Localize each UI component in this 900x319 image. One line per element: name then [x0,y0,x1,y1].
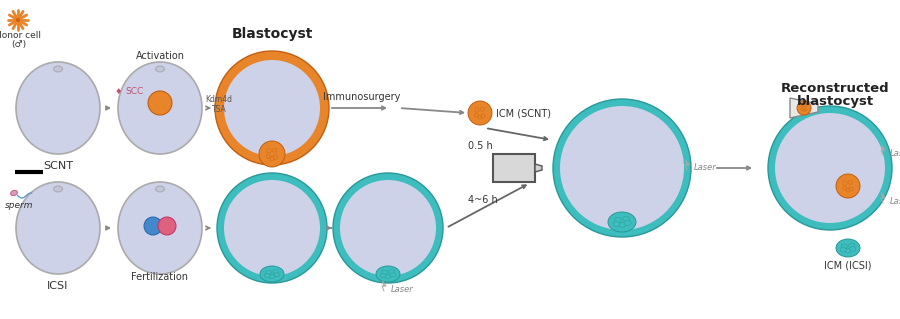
Circle shape [158,217,176,235]
Circle shape [148,91,172,115]
Circle shape [273,148,276,152]
Circle shape [266,148,271,153]
Ellipse shape [836,239,860,257]
Circle shape [797,101,811,115]
Text: blastocyst: blastocyst [796,95,874,108]
Circle shape [478,115,482,119]
Ellipse shape [380,274,386,278]
Circle shape [846,189,850,192]
Ellipse shape [118,62,202,154]
Text: Laser: Laser [890,197,900,205]
Circle shape [803,109,806,112]
Text: Reconstructed: Reconstructed [780,83,889,95]
Ellipse shape [265,274,270,278]
Circle shape [553,99,691,237]
Ellipse shape [269,274,275,278]
Circle shape [842,181,847,185]
Circle shape [801,105,804,108]
Circle shape [481,108,484,111]
Text: ICSI: ICSI [48,281,68,291]
Text: ICM (ICSI): ICM (ICSI) [824,261,872,271]
Ellipse shape [841,248,846,252]
Circle shape [340,180,436,276]
Ellipse shape [845,249,851,253]
Circle shape [217,173,327,283]
Text: SCNT: SCNT [43,161,73,171]
Ellipse shape [118,182,202,274]
Ellipse shape [376,266,400,282]
Ellipse shape [624,220,631,226]
Text: SCC: SCC [125,86,143,95]
Text: Activation: Activation [136,51,184,61]
Text: Immunosurgery: Immunosurgery [323,92,400,102]
Polygon shape [535,164,542,172]
Ellipse shape [842,244,848,249]
Ellipse shape [623,217,630,221]
FancyBboxPatch shape [493,154,535,182]
Ellipse shape [850,247,856,251]
Circle shape [560,106,684,230]
Circle shape [144,217,162,235]
Text: Fertilization: Fertilization [131,272,188,282]
Circle shape [14,17,22,24]
Ellipse shape [274,273,280,277]
Ellipse shape [156,186,165,192]
Circle shape [481,114,485,118]
Ellipse shape [273,270,279,274]
Ellipse shape [615,218,621,222]
Ellipse shape [390,273,396,277]
Polygon shape [790,98,818,118]
Text: Blastocyst: Blastocyst [231,27,312,41]
Circle shape [849,181,852,184]
Ellipse shape [849,243,855,248]
Ellipse shape [260,266,284,282]
Ellipse shape [53,186,62,192]
Ellipse shape [613,221,620,226]
Circle shape [468,101,492,125]
Text: sperm: sperm [4,201,33,210]
Ellipse shape [608,212,636,232]
Circle shape [333,173,443,283]
Circle shape [805,108,807,111]
Circle shape [224,60,320,156]
Circle shape [273,155,277,160]
Ellipse shape [53,66,62,72]
Circle shape [215,51,329,165]
Circle shape [801,108,803,110]
Ellipse shape [266,271,272,274]
Circle shape [836,174,860,198]
Circle shape [775,113,885,223]
Circle shape [849,187,853,191]
Ellipse shape [618,222,626,227]
Ellipse shape [11,190,17,196]
Circle shape [266,155,270,159]
Ellipse shape [389,270,394,274]
Text: Laser: Laser [391,285,414,293]
Ellipse shape [16,62,100,154]
Circle shape [270,157,274,160]
Ellipse shape [382,271,387,274]
Ellipse shape [16,182,100,274]
Text: TSA: TSA [212,105,227,114]
Ellipse shape [156,66,165,72]
Text: ICM (SCNT): ICM (SCNT) [496,108,551,118]
Circle shape [224,180,320,276]
Circle shape [16,18,20,22]
Text: Kdm4d: Kdm4d [205,95,232,105]
Text: Laser: Laser [694,164,716,173]
Circle shape [805,105,806,107]
Text: (♂): (♂) [12,40,27,48]
Circle shape [475,108,479,112]
Circle shape [259,141,285,167]
Text: Laser: Laser [890,149,900,158]
Ellipse shape [385,274,391,278]
Circle shape [842,187,846,190]
Text: donor cell: donor cell [0,31,41,40]
Circle shape [474,114,478,117]
Text: 4~6 h: 4~6 h [468,195,498,205]
Circle shape [768,106,892,230]
Text: ♦: ♦ [114,86,122,95]
Text: 0.5 h: 0.5 h [468,141,493,151]
